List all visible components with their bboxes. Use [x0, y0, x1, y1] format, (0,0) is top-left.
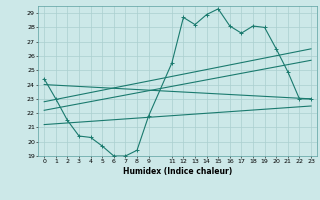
X-axis label: Humidex (Indice chaleur): Humidex (Indice chaleur)	[123, 167, 232, 176]
